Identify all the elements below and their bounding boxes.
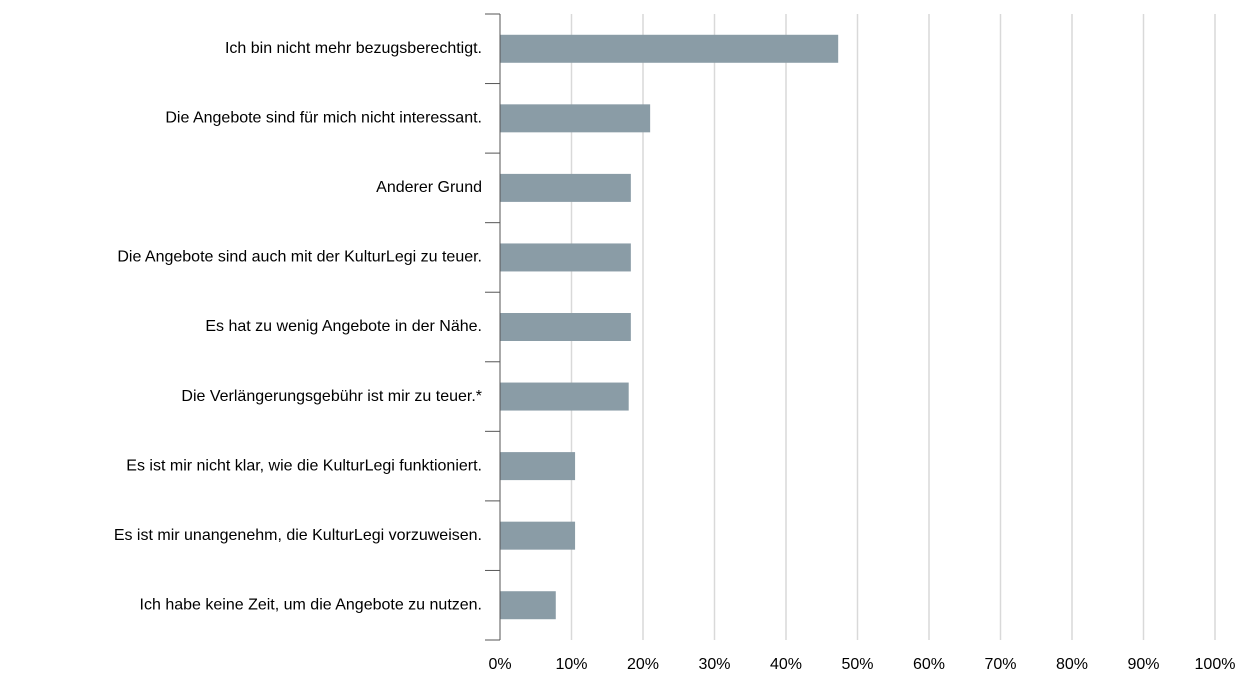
- bar: [500, 243, 631, 272]
- x-tick-label: 90%: [1127, 656, 1159, 673]
- x-tick-label: 70%: [984, 656, 1016, 673]
- y-tick-label: Es hat zu wenig Angebote in der Nähe.: [205, 318, 482, 335]
- x-tick-label: 0%: [488, 656, 511, 673]
- bar: [500, 34, 839, 63]
- y-tick-label: Die Angebote sind auch mit der KulturLeg…: [117, 249, 482, 266]
- x-tick-label: 100%: [1195, 656, 1236, 673]
- y-tick-label: Es ist mir nicht klar, wie die KulturLeg…: [126, 457, 482, 474]
- y-tick-label: Die Angebote sind für mich nicht interes…: [165, 110, 482, 127]
- x-tick-label: 80%: [1056, 656, 1088, 673]
- x-tick-label: 60%: [913, 656, 945, 673]
- x-tick-label: 40%: [770, 656, 802, 673]
- x-tick-label: 10%: [555, 656, 587, 673]
- y-tick-label: Es ist mir unangenehm, die KulturLegi vo…: [114, 527, 482, 544]
- bar: [500, 521, 576, 550]
- bar: [500, 382, 629, 411]
- y-tick-label: Ich bin nicht mehr bezugsberechtigt.: [225, 40, 482, 57]
- bar: [500, 452, 576, 481]
- y-tick-label: Ich habe keine Zeit, um die Angebote zu …: [140, 596, 482, 613]
- x-tick-label: 30%: [698, 656, 730, 673]
- bar: [500, 313, 631, 341]
- x-tick-label: 50%: [841, 656, 873, 673]
- y-tick-label: Die Verlängerungsgebühr ist mir zu teuer…: [181, 388, 482, 405]
- bar: [500, 173, 631, 202]
- y-tick-label: Anderer Grund: [376, 179, 482, 196]
- bar: [500, 104, 651, 133]
- bar: [500, 591, 556, 620]
- x-tick-label: 20%: [627, 656, 659, 673]
